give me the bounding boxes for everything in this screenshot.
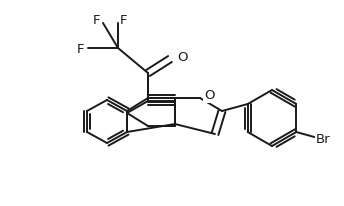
Text: F: F bbox=[93, 14, 100, 27]
Text: F: F bbox=[76, 43, 84, 56]
Text: O: O bbox=[204, 89, 215, 102]
Text: Br: Br bbox=[316, 133, 331, 146]
Text: O: O bbox=[177, 51, 187, 64]
Text: F: F bbox=[120, 14, 128, 27]
